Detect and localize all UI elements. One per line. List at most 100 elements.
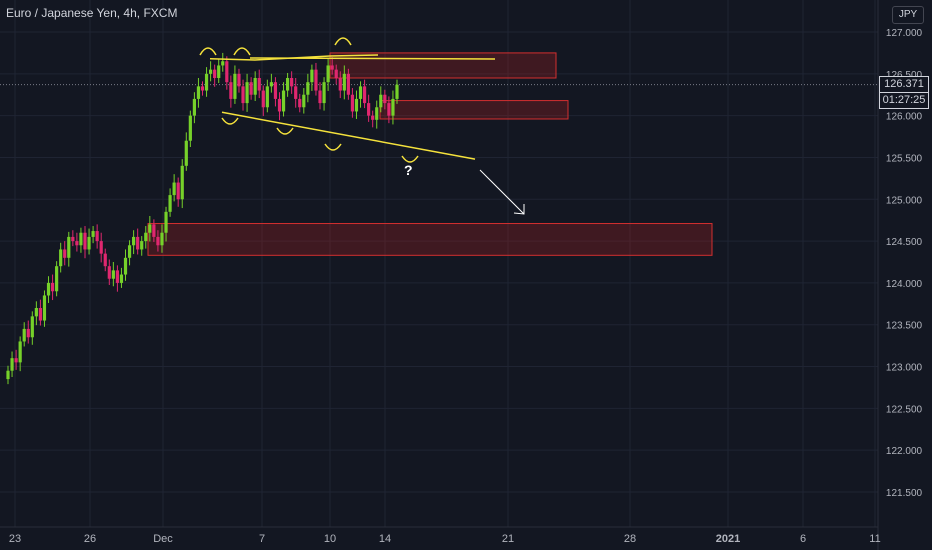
time-tick-label: 11 bbox=[869, 533, 880, 545]
price-tick-label: 124.500 bbox=[886, 237, 923, 248]
candle-body bbox=[209, 69, 213, 74]
current-price-value: 126.371 bbox=[884, 78, 924, 90]
candle-body bbox=[123, 257, 128, 275]
candle-body bbox=[115, 270, 120, 283]
trend-lines bbox=[199, 37, 525, 215]
candle-body bbox=[79, 232, 83, 246]
candle-body bbox=[184, 140, 188, 166]
candle-body bbox=[269, 82, 273, 87]
candle-body bbox=[127, 245, 132, 258]
candle-body bbox=[34, 308, 38, 317]
candle-body bbox=[168, 195, 172, 212]
current-price-tag: 126.371 bbox=[879, 76, 929, 93]
candle-body bbox=[18, 341, 22, 363]
candle-body bbox=[42, 295, 47, 321]
candle-body bbox=[253, 78, 257, 95]
candle-body bbox=[233, 73, 237, 99]
candle-body bbox=[330, 65, 334, 70]
zone-rect bbox=[379, 100, 569, 120]
candle-body bbox=[310, 69, 314, 83]
candle-body bbox=[156, 236, 160, 246]
candle-body bbox=[298, 98, 302, 108]
time-tick-label: 6 bbox=[800, 533, 806, 545]
pattern-marker-arc bbox=[334, 37, 352, 46]
price-tick-label: 122.500 bbox=[886, 404, 923, 415]
candle-body bbox=[67, 236, 71, 258]
candle-body bbox=[257, 78, 261, 91]
candle-body bbox=[265, 86, 269, 108]
candle-body bbox=[326, 65, 330, 83]
candle-body bbox=[354, 98, 359, 112]
candle-body bbox=[350, 94, 355, 112]
candle-body bbox=[22, 328, 26, 342]
candle-body bbox=[152, 224, 156, 237]
candle-body bbox=[302, 94, 306, 108]
candle-body bbox=[387, 103, 391, 116]
time-tick-label: Dec bbox=[153, 533, 173, 545]
currency-label: JPY bbox=[898, 9, 918, 20]
candle-body bbox=[217, 65, 221, 78]
pattern-marker-arc bbox=[324, 143, 342, 151]
candle-body bbox=[10, 358, 14, 371]
time-axis[interactable]: 23 26 Dec 7 10 14 21 28 2021 6 11 bbox=[0, 526, 881, 545]
time-tick-label: 21 bbox=[502, 533, 514, 545]
candle-body bbox=[273, 82, 278, 99]
price-tick-label: 123.500 bbox=[886, 321, 923, 332]
price-tick-label: 126.000 bbox=[886, 112, 923, 123]
price-tick-label: 126.500 bbox=[886, 70, 923, 81]
candle-body bbox=[132, 236, 136, 246]
candle-body bbox=[30, 316, 34, 338]
candles bbox=[6, 52, 399, 385]
candle-body bbox=[144, 232, 148, 242]
currency-button[interactable]: JPY bbox=[892, 6, 924, 24]
time-tick-label: 14 bbox=[379, 533, 391, 545]
price-axis[interactable]: 121.500 122.000 122.500 123.000 123.500 124.0… bbox=[877, 0, 923, 550]
candle-body bbox=[367, 103, 371, 116]
symbol-title[interactable]: Euro / Japanese Yen, 4h, FXCM bbox=[6, 6, 178, 20]
candle-body bbox=[237, 73, 241, 87]
candle-body bbox=[91, 231, 95, 237]
candle-body bbox=[285, 78, 290, 91]
candle-body bbox=[338, 78, 342, 91]
candle-body bbox=[59, 249, 63, 267]
candle-body bbox=[241, 86, 245, 104]
candle-body bbox=[95, 231, 99, 242]
price-tick-label: 125.500 bbox=[886, 153, 923, 164]
candle-body bbox=[342, 73, 346, 91]
price-tick-label: 122.000 bbox=[886, 446, 923, 457]
candle-body bbox=[346, 73, 350, 95]
pattern-marker-arc bbox=[233, 47, 251, 56]
candle-body bbox=[249, 82, 253, 95]
candle-body bbox=[306, 82, 310, 95]
candle-body bbox=[188, 115, 192, 141]
price-tick-label: 127.000 bbox=[886, 28, 923, 39]
candle-body bbox=[314, 69, 318, 91]
candle-body bbox=[391, 98, 395, 116]
candle-body bbox=[294, 86, 298, 99]
pattern-marker-arc bbox=[401, 155, 419, 163]
countdown-tag: 01:27:25 bbox=[879, 92, 929, 109]
candle-body bbox=[14, 358, 18, 363]
candle-body bbox=[50, 282, 55, 292]
candle-body bbox=[334, 69, 338, 78]
candle-body bbox=[192, 98, 196, 116]
price-tick-label: 125.000 bbox=[886, 195, 923, 206]
candle-body bbox=[395, 84, 399, 99]
candle-body bbox=[107, 266, 111, 279]
candle-body bbox=[383, 94, 387, 104]
candle-body bbox=[119, 274, 124, 283]
zone-rect bbox=[147, 223, 713, 256]
candle-body bbox=[371, 115, 375, 120]
time-tick-label: 2021 bbox=[716, 533, 740, 545]
support-line bbox=[221, 111, 476, 160]
candle-body bbox=[55, 266, 59, 292]
candle-body bbox=[261, 90, 265, 108]
candle-body bbox=[290, 78, 294, 87]
candle-body bbox=[245, 82, 249, 104]
candle-body bbox=[229, 82, 233, 99]
candle-body bbox=[164, 211, 168, 233]
zone-rect bbox=[329, 52, 557, 79]
price-tick-label: 123.000 bbox=[886, 363, 923, 374]
candle-body bbox=[176, 182, 180, 200]
